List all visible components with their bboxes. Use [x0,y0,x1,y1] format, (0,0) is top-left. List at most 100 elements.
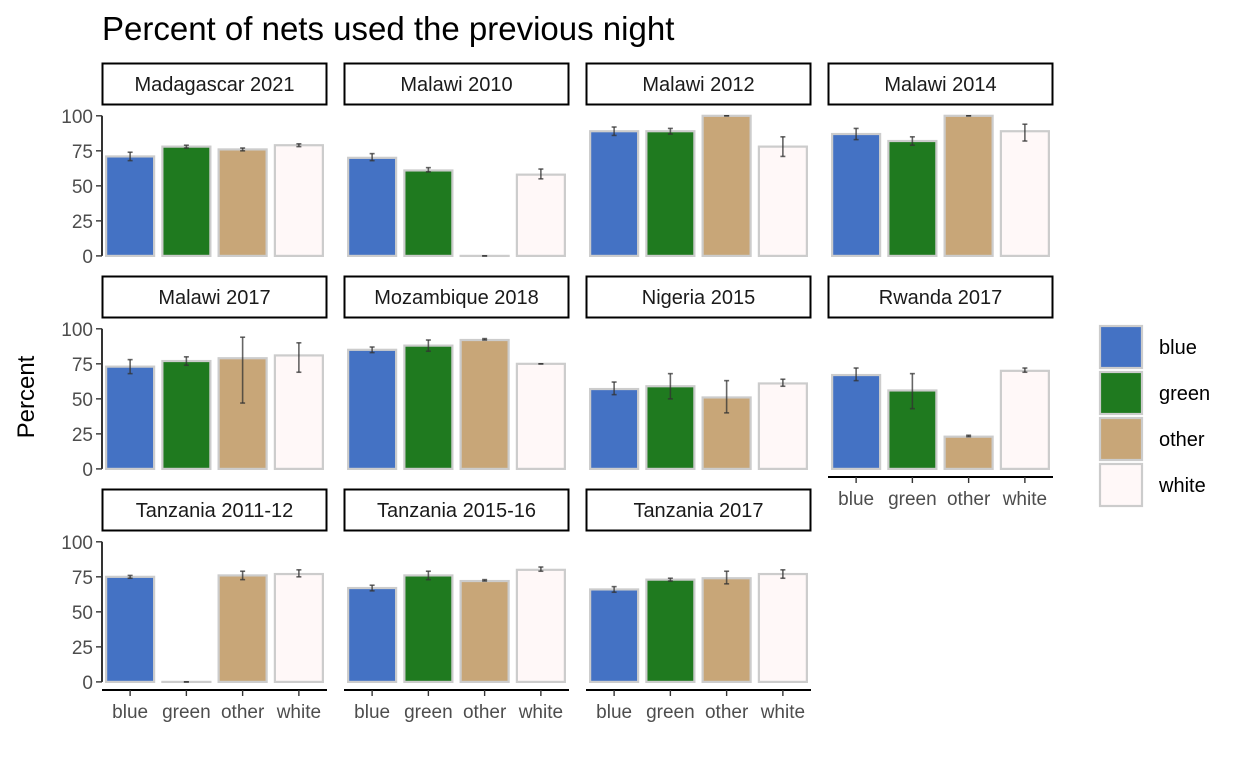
x-tick-label: other [221,702,265,723]
legend-item-green: green [1098,370,1210,416]
bar-blue [589,130,640,257]
bar-white [515,173,566,257]
error-bar-green [667,577,673,582]
error-bar-blue [127,574,133,580]
x-tick-label: blue [354,702,390,723]
y-tick-label: 75 [72,568,93,589]
facet-strip [827,62,1054,106]
facet-strip [585,275,812,319]
bar-blue [347,156,398,257]
bar-other [943,435,994,470]
bar-blue [347,348,398,470]
bar-blue [105,575,156,683]
bar-white [999,369,1050,470]
error-bar-blue [853,127,859,141]
bar-blue [589,387,640,470]
bar-white [273,354,324,470]
bar-white [515,362,566,470]
x-tick-label: blue [838,489,874,510]
error-bar-blue [853,367,859,382]
legend-item-blue: blue [1098,324,1197,370]
error-bar-white [1022,123,1028,142]
error-bar-white [780,569,786,580]
facet-strip [827,275,1054,319]
bar-other [701,577,752,683]
y-tick-label: 25 [72,425,93,446]
facet-strip [343,275,570,319]
facet-strip [101,488,328,532]
facet-panel: Tanzania 2015-16 blue green other white [343,488,570,723]
facet-panel: Rwanda 2017 blue green other white [827,275,1054,510]
y-tick-label: 25 [72,638,93,659]
facet-strip-label: Madagascar 2021 [134,74,294,96]
x-tick-label: other [705,702,749,723]
x-tick-label: white [276,702,321,723]
error-bar-other [724,570,730,585]
x-tick-label: white [760,702,805,723]
error-bar-other [482,337,488,341]
facet-strip-label: Tanzania 2017 [633,500,763,522]
bar-other [943,114,994,257]
bar-blue [105,365,156,470]
chart-title: Percent of nets used the previous night [102,10,674,47]
facet-strip-label: Nigeria 2015 [642,287,755,309]
y-tick-label: 0 [82,673,93,694]
error-bar-other [240,147,246,152]
error-bar-other [482,578,488,582]
error-bar-white [538,566,544,573]
error-bar-white [296,342,302,374]
facet-panel: Malawi 2010 [343,62,570,258]
error-bar-white [296,569,302,578]
facet-strip [101,275,328,319]
error-bar-blue [611,585,617,594]
facet-strip-label: Malawi 2010 [400,74,512,96]
y-tick-label: 75 [72,355,93,376]
legend-item-white: white [1098,462,1206,508]
facet-strip-label: Mozambique 2018 [374,287,539,309]
facet-strip [101,62,328,106]
y-tick-label: 50 [72,603,93,624]
facet-strip [343,488,570,532]
facet-strip-label: Tanzania 2015-16 [377,500,536,522]
facet-panel: Malawi 2012 [585,62,812,257]
error-bar-white [1022,367,1028,374]
error-bar-green [909,372,915,410]
bar-other [459,338,510,470]
y-tick-label: 100 [61,533,93,554]
y-tick-label: 25 [72,212,93,233]
legend-label-green: green [1159,383,1210,405]
bar-other [217,148,268,257]
bar-blue [831,373,882,470]
bar-green [403,344,454,470]
y-tick-label: 0 [82,247,93,268]
bar-green [161,145,212,257]
facet-strip-label: Malawi 2012 [642,74,754,96]
y-tick-label: 75 [72,142,93,163]
bar-white [273,572,324,683]
error-bar-other [966,434,972,438]
legend-label-other: other [1159,429,1205,451]
facet-strip-label: Malawi 2017 [158,287,270,309]
error-bar-blue [369,346,375,354]
y-tick-label: 0 [82,460,93,481]
x-tick-label: green [404,702,453,723]
x-tick-label: blue [112,702,148,723]
error-bar-blue [611,381,617,396]
error-bar-other [724,379,730,414]
bar-green [403,169,454,257]
y-tick-label: 50 [72,390,93,411]
y-tick-label: 100 [61,107,93,128]
y-tick-label: 100 [61,320,93,341]
bar-white [999,130,1050,257]
error-bar-green [909,136,915,147]
facet-panel: Nigeria 2015 [585,275,812,470]
x-tick-label: green [888,489,937,510]
error-bar-blue [127,358,133,375]
legend: blue green other white [1098,324,1210,508]
facet-panel: Madagascar 2021 0 25 50 75 100 [61,62,328,268]
facet-panel: Tanzania 2017 blue green other white [585,488,812,723]
error-bar-blue [369,152,375,162]
error-bar-other [240,336,246,404]
facet-strip [585,488,812,532]
x-tick-label: other [947,489,991,510]
